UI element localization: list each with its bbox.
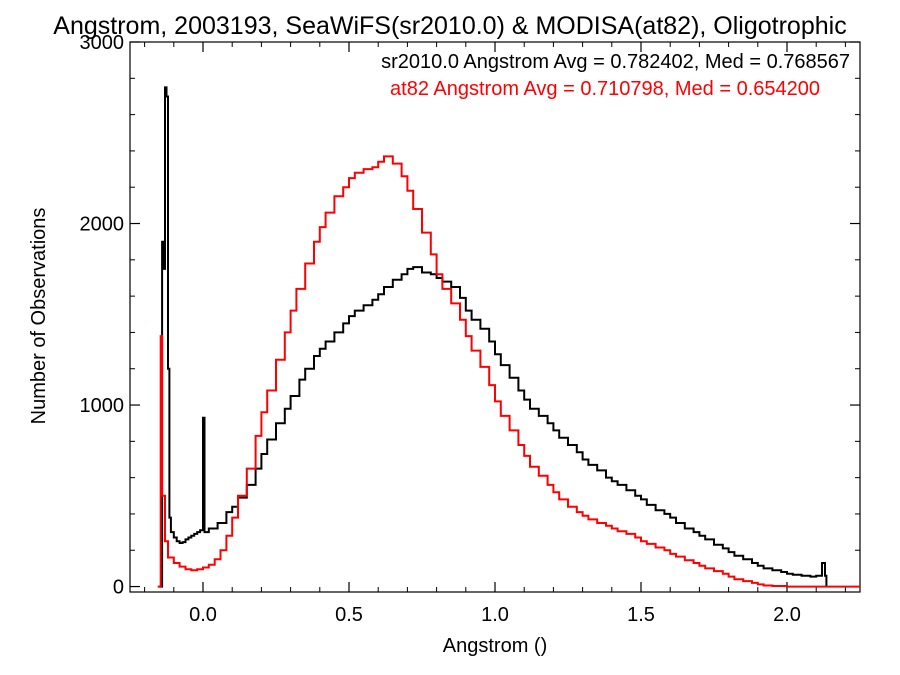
- chart-title: Angstrom, 2003193, SeaWiFS(sr2010.0) & M…: [53, 12, 846, 40]
- plot-border: [129, 41, 861, 593]
- y-axis-label: Number of Observations: [28, 208, 50, 425]
- axis-ticks: 0.0 0.5 1.0 1.5 2.0 0 1000 2000 3000: [80, 32, 860, 626]
- series-group: [157, 86, 860, 588]
- x-tick-label: 1.0: [481, 604, 509, 626]
- y-tick-label: 1000: [80, 395, 125, 417]
- annotation-sr2010-stats: sr2010.0 Angstrom Avg = 0.782402, Med = …: [381, 51, 850, 73]
- y-tick-label: 2000: [80, 214, 125, 236]
- y-tick-label: 3000: [80, 32, 125, 54]
- series-at82-line: [157, 155, 860, 588]
- x-tick-label: 1.5: [627, 604, 655, 626]
- x-axis-label: Angstrom (): [443, 635, 547, 657]
- x-tick-label: 0.5: [335, 604, 363, 626]
- series-sr2010-line: [159, 86, 828, 588]
- annotation-at82-stats: at82 Angstrom Avg = 0.710798, Med = 0.65…: [390, 78, 820, 100]
- plot-frame: [129, 41, 861, 593]
- x-tick-label: 0.0: [189, 604, 217, 626]
- y-tick-label: 0: [113, 577, 124, 599]
- x-tick-label: 2.0: [773, 604, 801, 626]
